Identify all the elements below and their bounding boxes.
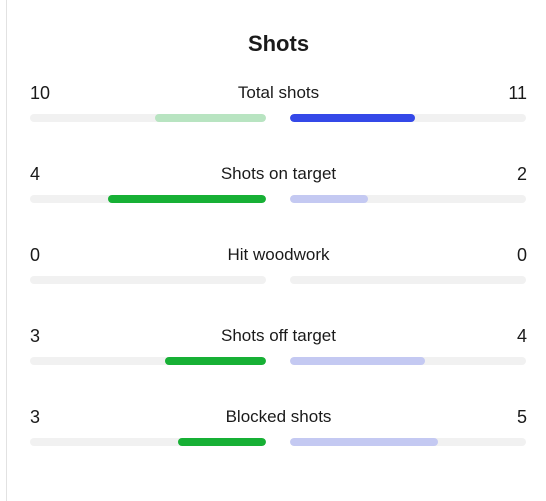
stat-row-shots-off-target: 3 Shots off target 4 [30,325,527,369]
home-bar-track [30,438,266,446]
away-bar-track [290,195,526,203]
away-bar-track [290,114,526,122]
home-bar-fill [177,438,266,446]
home-bar-fill [164,357,266,365]
stat-label: Hit woodwork [227,245,330,264]
home-bar-track [30,195,266,203]
stat-label: Blocked shots [225,407,332,426]
home-value: 0 [30,245,41,265]
stat-row-shots-on-target: 4 Shots on target 2 [30,163,527,207]
home-bar-track [30,114,266,122]
away-bar-fill [290,357,425,365]
stat-label: Shots on target [220,164,337,183]
stat-row-hit-woodwork: 0 Hit woodwork 0 [30,244,527,288]
stat-label: Total shots [237,83,320,102]
stat-label: Shots off target [221,326,336,345]
away-bar-track [290,438,526,446]
home-bar-track [30,357,266,365]
away-bar-fill [290,438,438,446]
home-value: 3 [30,326,41,346]
panel-title: Shots [247,31,310,56]
away-bar-track [290,357,526,365]
home-bar-fill [107,195,266,203]
home-bar-track [30,276,266,284]
away-value: 4 [516,326,527,346]
home-value: 3 [30,407,41,427]
home-value: 4 [30,164,41,184]
away-value: 5 [516,407,527,427]
home-value: 10 [30,83,51,103]
home-bar-fill [155,114,266,122]
away-bar-track [290,276,526,284]
away-bar-fill [290,114,416,122]
away-value: 11 [508,83,527,103]
away-bar-fill [290,195,368,203]
shots-stats-panel: Shots 10 Total shots 11 4 Shots on targe… [30,0,527,501]
panel-divider [6,0,7,501]
away-value: 2 [516,164,527,184]
away-value: 0 [516,245,527,265]
stat-row-total-shots: 10 Total shots 11 [30,82,527,126]
stat-row-blocked-shots: 3 Blocked shots 5 [30,406,527,450]
